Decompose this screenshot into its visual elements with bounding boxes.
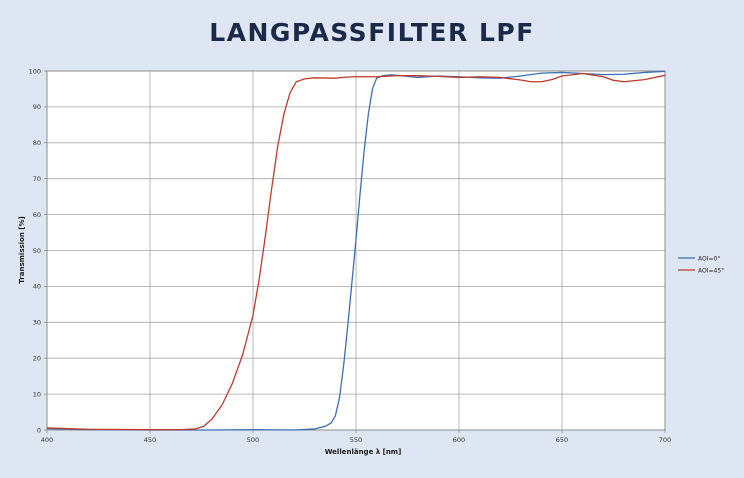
chart-title: LANGPASSFILTER LPF xyxy=(209,18,535,47)
y-tick-label: 0 xyxy=(37,426,41,434)
y-tick-label: 70 xyxy=(33,175,41,183)
x-tick-label: 700 xyxy=(659,436,671,444)
x-axis-ticks: 400 450 500 550 600 650 700 xyxy=(41,430,671,444)
series-lines xyxy=(46,70,666,431)
grid-lines xyxy=(47,71,665,430)
y-tick-label: 30 xyxy=(33,319,41,327)
y-tick-label: 20 xyxy=(33,355,41,363)
y-tick-label: 60 xyxy=(33,211,41,219)
x-tick-label: 650 xyxy=(556,436,568,444)
y-tick-label: 10 xyxy=(33,390,41,398)
series-line-aoi-45 xyxy=(46,72,666,431)
x-tick-label: 500 xyxy=(247,436,259,444)
y-tick-label: 100 xyxy=(29,67,41,75)
y-tick-label: 80 xyxy=(33,139,41,147)
x-tick-label: 550 xyxy=(350,436,362,444)
y-axis-ticks: 0 10 20 30 40 50 60 70 80 90 100 xyxy=(29,67,47,434)
legend-label: AOI=0° xyxy=(698,255,720,262)
x-axis-label: Wellenlänge λ [nm] xyxy=(325,448,402,456)
y-tick-label: 40 xyxy=(33,283,41,291)
x-tick-label: 450 xyxy=(144,436,156,444)
series-line-aoi-0 xyxy=(46,70,666,431)
x-tick-label: 600 xyxy=(453,436,465,444)
legend: AOI=0° AOI=45° xyxy=(678,255,724,274)
y-tick-label: 90 xyxy=(33,103,41,111)
y-axis-label: Transmission [%] xyxy=(18,216,26,283)
y-tick-label: 50 xyxy=(33,247,41,255)
x-tick-label: 400 xyxy=(41,436,53,444)
legend-label: AOI=45° xyxy=(698,267,724,274)
